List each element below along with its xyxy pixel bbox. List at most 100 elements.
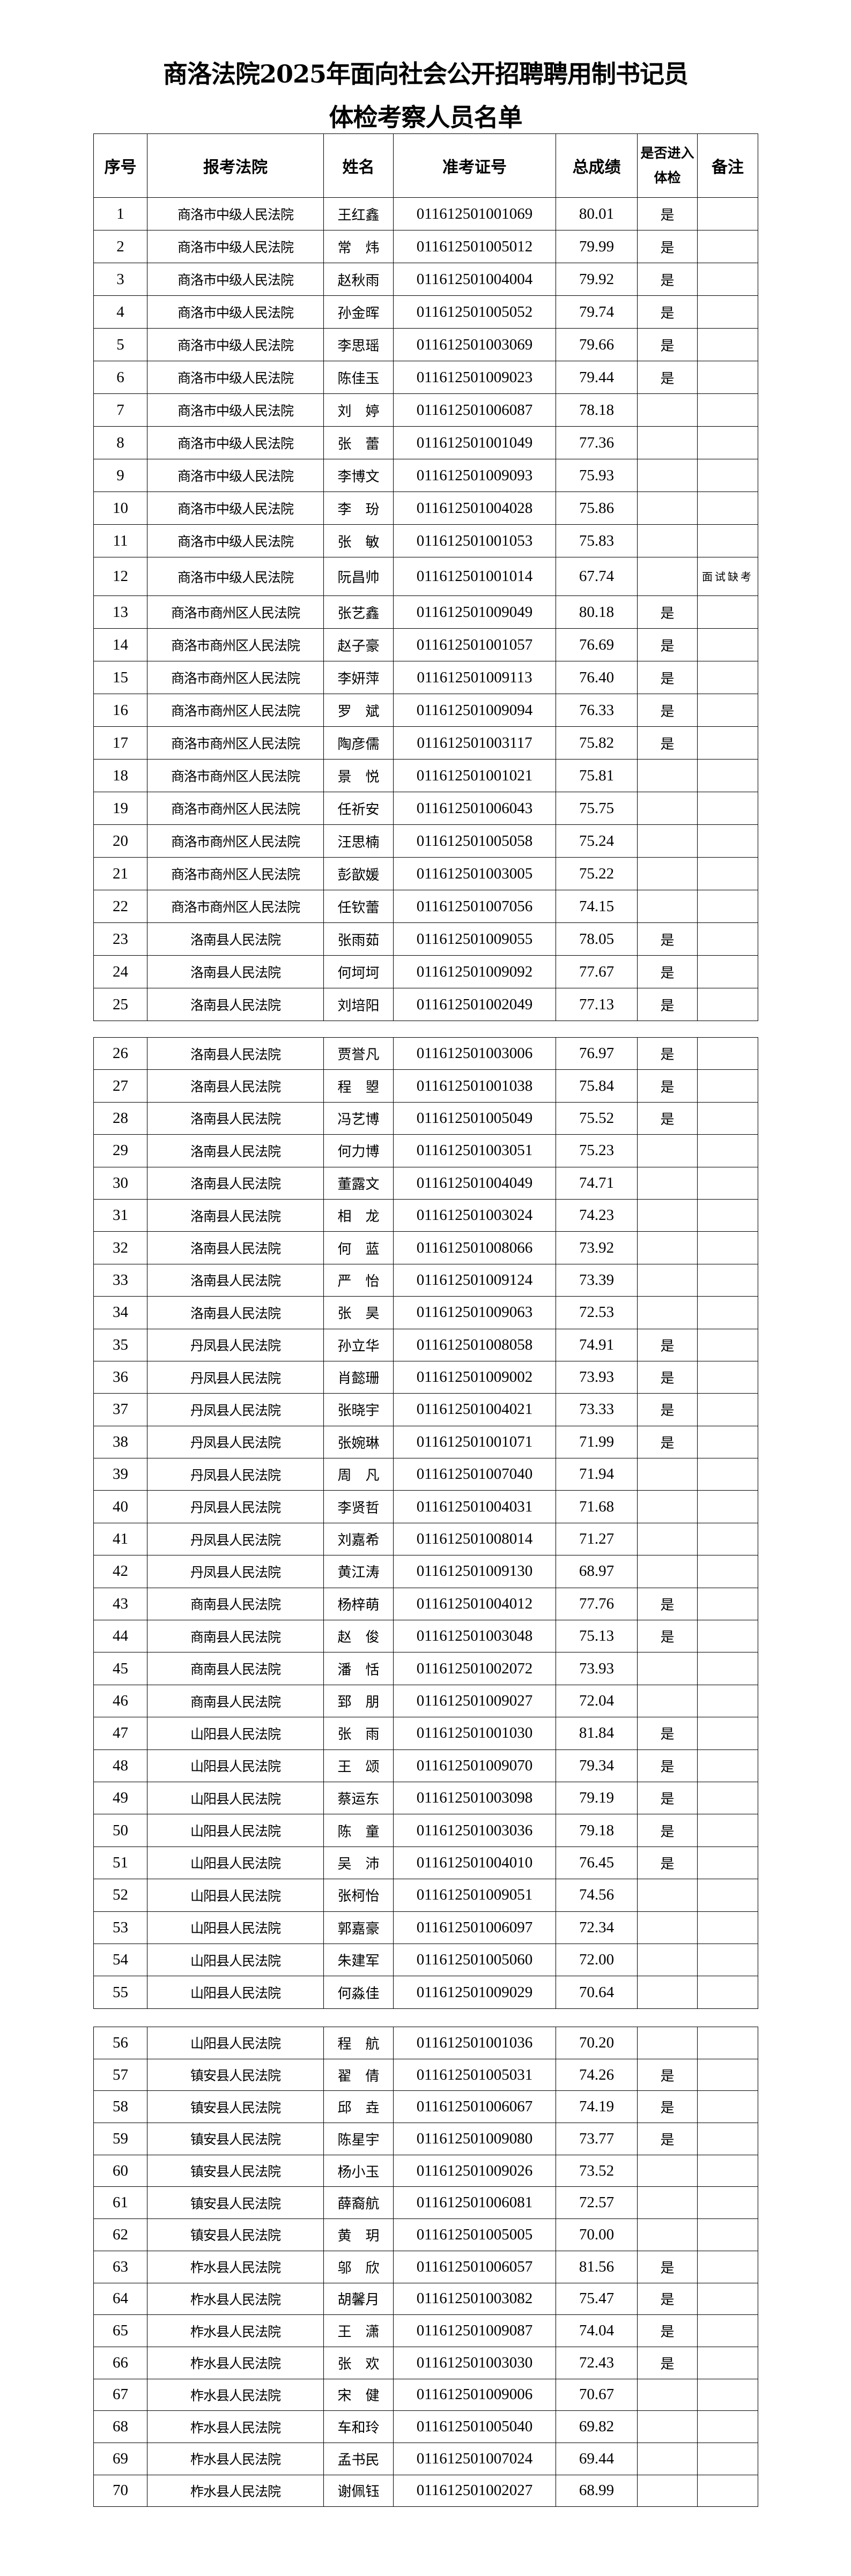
seq-cell: 36 (93, 1360, 147, 1394)
court-cell: 洛南县人民法院 (147, 1101, 324, 1135)
name-cell: 贾誉凡 (323, 1037, 394, 1070)
physical-exam-cell (637, 1166, 698, 1200)
seq-cell: 31 (93, 1198, 147, 1232)
score-cell: 75.81 (556, 759, 638, 792)
remark-cell (697, 1134, 758, 1167)
seq-cell: 43 (93, 1587, 147, 1621)
name-cell: 严 怡 (323, 1263, 394, 1297)
physical-exam-cell (637, 2154, 698, 2187)
score-cell: 80.18 (556, 595, 638, 629)
exam-id-cell: 011612501001053 (393, 524, 556, 557)
name-cell: 胡馨月 (323, 2282, 394, 2316)
remark-cell (697, 694, 758, 727)
seq-cell: 33 (93, 1263, 147, 1297)
seq-cell: 30 (93, 1166, 147, 1200)
remark-cell (697, 1296, 758, 1329)
score-cell: 70.20 (556, 2027, 638, 2059)
score-cell: 77.36 (556, 426, 638, 459)
court-cell: 柞水县人民法院 (147, 2442, 324, 2475)
court-cell: 丹凤县人民法院 (147, 1425, 324, 1459)
seq-cell: 5 (93, 328, 147, 361)
court-cell: 山阳县人民法院 (147, 1943, 324, 1977)
exam-id-cell: 011612501009029 (393, 1976, 556, 2009)
table-row: 43 商南县人民法院 杨梓萌 011612501004012 77.76 是 (93, 1587, 758, 1621)
table-row: 36 丹凤县人民法院 肖懿珊 011612501009002 73.93 是 (93, 1360, 758, 1394)
exam-id-cell: 011612501008014 (393, 1522, 556, 1556)
header-remark: 备注 (697, 133, 758, 198)
remark-cell (697, 2378, 758, 2411)
name-cell: 任钦蕾 (323, 890, 394, 923)
table-row: 40 丹凤县人民法院 李贤哲 011612501004031 71.68 (93, 1490, 758, 1523)
physical-exam-cell: 是 (637, 1425, 698, 1459)
court-cell: 山阳县人民法院 (147, 1976, 324, 2009)
table-row: 58 镇安县人民法院邱 垚 011612501006067 74.19 是 (93, 2090, 758, 2124)
court-cell: 丹凤县人民法院 (147, 1555, 324, 1588)
remark-cell (697, 1587, 758, 1621)
table-row: 64 柞水县人民法院 胡馨月 011612501003082 75.47 是 (93, 2282, 758, 2316)
court-cell: 商洛市中级人民法院 (147, 393, 324, 427)
table-row: 28 洛南县人民法院 冯艺博 011612501005049 75.52 是 (93, 1101, 758, 1135)
court-cell: 洛南县人民法院 (147, 1134, 324, 1167)
header-score: 总成绩 (556, 133, 638, 198)
table-row: 49 山阳县人民法院 蔡运东 011612501003098 79.19 是 (93, 1781, 758, 1815)
exam-id-cell: 011612501009026 (393, 2154, 556, 2187)
remark-cell (697, 1620, 758, 1653)
remark-cell (697, 1198, 758, 1232)
physical-exam-cell: 是 (637, 2058, 698, 2091)
exam-id-cell: 011612501004031 (393, 1490, 556, 1523)
seq-cell: 13 (93, 595, 147, 629)
remark-cell (697, 2123, 758, 2155)
score-cell: 73.93 (556, 1652, 638, 1685)
exam-id-cell: 011612501009023 (393, 361, 556, 394)
table-row: 51 山阳县人民法院吴 沛 011612501004010 76.45 是 (93, 1846, 758, 1880)
physical-exam-cell: 是 (637, 628, 698, 661)
table-row: 9 商洛市中级人民法院 李博文 011612501009093 75.93 (93, 459, 758, 492)
remark-cell (697, 2090, 758, 2124)
remark-cell (697, 661, 758, 694)
table-row: 54 山阳县人民法院 朱建军 011612501005060 72.00 (93, 1943, 758, 1977)
exam-id-cell: 011612501001014 (393, 557, 556, 596)
table-row: 67 柞水县人民法院宋 健 011612501009006 70.67 (93, 2378, 758, 2411)
table-row: 52 山阳县人民法院 张柯怡 011612501009051 74.56 (93, 1879, 758, 1912)
physical-exam-cell: 是 (637, 1328, 698, 1361)
court-cell: 丹凤县人民法院 (147, 1328, 324, 1361)
name-cell: 陈 童 (323, 1814, 394, 1847)
court-cell: 洛南县人民法院 (147, 1037, 324, 1070)
name-cell: 陈星宇 (323, 2123, 394, 2155)
score-cell: 74.91 (556, 1328, 638, 1361)
score-cell: 79.99 (556, 230, 638, 263)
seq-cell: 45 (93, 1652, 147, 1685)
seq-cell: 23 (93, 922, 147, 956)
table-row: 14 商洛市商州区人民法院 赵子豪 011612501001057 76.69 是 (93, 628, 758, 661)
remark-cell (697, 2218, 758, 2251)
court-cell: 山阳县人民法院 (147, 1781, 324, 1815)
remark-cell (697, 2314, 758, 2347)
physical-exam-cell (637, 1879, 698, 1912)
table-row: 63 柞水县人民法院邬 欣 011612501006057 81.56 是 (93, 2250, 758, 2283)
document-subtitle: 体检考察人员名单 (329, 103, 523, 132)
seq-cell: 15 (93, 661, 147, 694)
remark-cell (697, 595, 758, 629)
seq-cell: 51 (93, 1846, 147, 1880)
seq-cell: 70 (93, 2474, 147, 2507)
physical-exam-cell (637, 1555, 698, 1588)
seq-cell: 66 (93, 2346, 147, 2379)
name-cell: 赵秋雨 (323, 263, 394, 296)
score-cell: 71.99 (556, 1425, 638, 1459)
remark-cell (697, 2250, 758, 2283)
seq-cell: 21 (93, 857, 147, 890)
table-row: 19 商洛市商州区人民法院 任祈安 011612501006043 75.75 (93, 792, 758, 825)
court-cell: 山阳县人民法院 (147, 1717, 324, 1750)
table-row: 33 洛南县人民法院严 怡 011612501009124 73.39 (93, 1263, 758, 1297)
seq-cell: 19 (93, 792, 147, 825)
seq-cell: 7 (93, 393, 147, 427)
physical-exam-cell (637, 792, 698, 825)
remark-cell (697, 328, 758, 361)
score-cell: 72.34 (556, 1911, 638, 1944)
seq-cell: 4 (93, 295, 147, 329)
court-cell: 商洛市商州区人民法院 (147, 595, 324, 629)
court-cell: 商洛市商州区人民法院 (147, 628, 324, 661)
court-cell: 柞水县人民法院 (147, 2314, 324, 2347)
name-cell: 翟 倩 (323, 2058, 394, 2091)
name-cell: 周 凡 (323, 1458, 394, 1491)
